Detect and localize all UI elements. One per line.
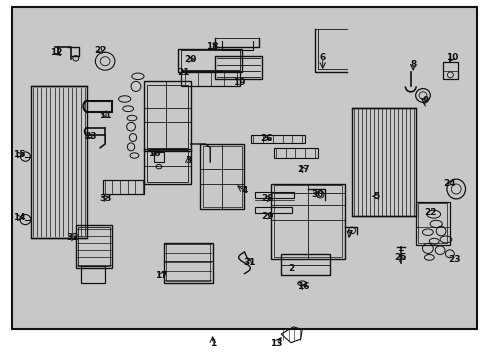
Bar: [215, 56, 261, 79]
Text: 6: 6: [319, 53, 325, 62]
Text: 8: 8: [409, 60, 415, 69]
Text: 11: 11: [99, 111, 111, 120]
Text: 23: 23: [84, 132, 97, 141]
Bar: [273, 148, 317, 158]
Text: 19: 19: [233, 78, 245, 87]
Bar: [76, 225, 112, 268]
Text: 20: 20: [184, 55, 197, 64]
Text: 13: 13: [269, 339, 282, 348]
Text: 22: 22: [94, 46, 106, 55]
Bar: [181, 71, 239, 86]
Bar: [166, 243, 210, 281]
Text: 26: 26: [260, 134, 272, 143]
Text: 24: 24: [443, 179, 455, 188]
Bar: [181, 50, 239, 70]
Text: 28: 28: [261, 194, 274, 203]
Bar: [31, 86, 87, 238]
Text: 25: 25: [394, 253, 407, 262]
Text: 16: 16: [296, 282, 309, 291]
Text: 27: 27: [296, 165, 309, 174]
Text: 4: 4: [241, 186, 247, 195]
Bar: [250, 135, 304, 143]
Bar: [146, 85, 188, 148]
Text: 10: 10: [445, 53, 458, 62]
Text: 31: 31: [243, 258, 255, 267]
Text: 17: 17: [155, 271, 167, 280]
Text: 1: 1: [209, 339, 215, 348]
Bar: [154, 152, 163, 162]
Text: 18: 18: [206, 42, 219, 51]
Bar: [102, 180, 144, 194]
Bar: [144, 149, 190, 184]
Text: 23: 23: [447, 255, 460, 264]
Bar: [273, 185, 342, 257]
Text: 33: 33: [99, 194, 111, 202]
Text: 29: 29: [261, 212, 274, 220]
Text: 3: 3: [185, 156, 191, 165]
Bar: [255, 207, 291, 213]
Text: 9: 9: [421, 96, 428, 105]
Bar: [144, 81, 190, 151]
Text: 21: 21: [177, 68, 189, 77]
Text: 32: 32: [66, 233, 79, 242]
Bar: [12, 7, 476, 329]
Text: 15: 15: [13, 150, 26, 159]
Text: 2: 2: [287, 264, 293, 273]
Bar: [203, 146, 242, 207]
Bar: [417, 203, 447, 243]
Text: 12: 12: [50, 48, 62, 57]
Bar: [78, 227, 110, 266]
Text: 5: 5: [373, 192, 379, 201]
Bar: [351, 108, 415, 216]
Bar: [281, 254, 329, 275]
Bar: [81, 266, 105, 283]
Bar: [178, 49, 242, 72]
Bar: [442, 62, 457, 79]
Bar: [200, 144, 244, 209]
Bar: [255, 192, 294, 198]
Text: 30: 30: [311, 190, 324, 199]
Text: 22: 22: [423, 208, 436, 217]
Bar: [271, 184, 344, 259]
Text: 7: 7: [346, 230, 352, 239]
Bar: [146, 150, 188, 182]
Bar: [163, 243, 212, 283]
Text: 16: 16: [147, 149, 160, 158]
Bar: [415, 202, 449, 245]
Text: 14: 14: [13, 213, 26, 222]
